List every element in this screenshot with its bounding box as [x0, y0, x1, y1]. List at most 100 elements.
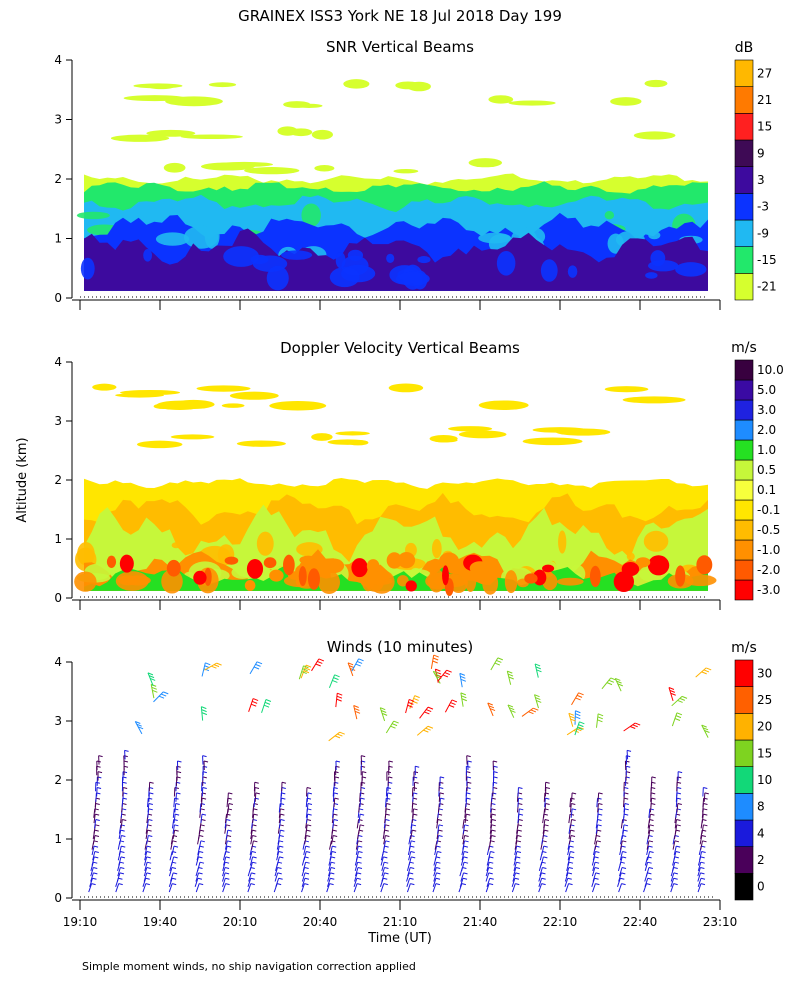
- wind-barb-flag: [545, 787, 550, 790]
- wind-barb-flag: [679, 697, 686, 701]
- wind-barb-flag: [317, 661, 323, 664]
- wind-barb: [534, 663, 539, 678]
- wind-barb-flag: [391, 723, 398, 727]
- wind-barb: [91, 846, 95, 856]
- velocity-blob: [323, 558, 345, 574]
- wind-barb-flag: [200, 808, 205, 811]
- wind-barb: [697, 883, 702, 893]
- echo-patch: [311, 433, 333, 441]
- wind-barb: [94, 819, 97, 829]
- echo-patch: [335, 431, 370, 436]
- wind-barb: [412, 792, 414, 802]
- wind-barb-flag: [438, 808, 444, 811]
- wind-barb-flag: [95, 803, 100, 805]
- wind-barb-flag: [436, 861, 441, 864]
- wind-barb: [515, 835, 518, 845]
- wind-barb-flag: [383, 856, 388, 859]
- wind-barb: [347, 662, 354, 677]
- wind-barb: [380, 883, 385, 893]
- wind-barb: [353, 705, 358, 720]
- wind-barb-flag: [279, 856, 284, 859]
- wind-barb-flag: [385, 840, 390, 843]
- wind-barb: [517, 808, 520, 818]
- wind-barb: [195, 856, 199, 866]
- wind-barb-flag: [626, 765, 631, 768]
- wind-barb: [358, 803, 361, 813]
- wind-barb-flag: [595, 883, 600, 886]
- echo-patch: [478, 400, 529, 411]
- wind-barb-flag: [171, 867, 177, 870]
- echo-patch: [200, 162, 255, 171]
- wind-barb: [436, 835, 440, 845]
- colorbar-swatch: [734, 686, 754, 714]
- wind-barb-flag: [177, 760, 182, 763]
- wind-barb-flag: [624, 808, 629, 811]
- wind-barb: [517, 798, 520, 808]
- wind-barb-flag: [596, 834, 601, 837]
- wind-barb-flag: [674, 718, 681, 721]
- wind-barb-flag: [597, 713, 604, 717]
- wind-barb: [490, 657, 499, 671]
- wind-barb: [434, 851, 438, 861]
- wind-barb-flag: [216, 662, 222, 666]
- wind-barb: [170, 856, 175, 866]
- echo-patch: [170, 434, 215, 440]
- velocity-blob: [366, 559, 380, 574]
- wind-barb-flag: [201, 709, 207, 713]
- echo-patch: [644, 79, 668, 88]
- wind-barb: [171, 846, 175, 856]
- wind-barb-flag: [543, 834, 548, 837]
- wind-barb: [565, 883, 570, 893]
- wind-barb-flag: [95, 824, 100, 827]
- wind-barb-flag: [575, 716, 581, 720]
- colorbar-label: -1.0: [757, 543, 780, 557]
- wind-barb: [89, 878, 93, 887]
- wind-barb: [541, 846, 545, 856]
- wind-barb: [645, 867, 650, 877]
- wind-barb: [144, 851, 148, 861]
- wind-barb-flag: [446, 669, 452, 673]
- wind-barb-flag: [94, 851, 99, 853]
- wind-barb-flag: [334, 674, 340, 678]
- wind-barb-flag: [649, 824, 654, 827]
- wind-barb-flag: [119, 872, 125, 875]
- colorbar-label: -0.5: [757, 523, 780, 537]
- wind-barb-flag: [358, 840, 363, 843]
- echo-patch: [133, 83, 183, 89]
- wind-barb-flag: [703, 813, 708, 816]
- wind-barb: [146, 835, 149, 845]
- velocity-blob: [298, 566, 307, 587]
- wind-barb-flag: [409, 877, 414, 880]
- wind-barb-flag: [491, 818, 496, 821]
- wind-barb-flag: [673, 867, 678, 870]
- wind-barb-flag: [426, 709, 432, 713]
- wind-barb: [381, 872, 385, 882]
- wind-barb: [544, 803, 547, 813]
- colorbar-swatch: [734, 766, 754, 794]
- wind-barb-flag: [281, 797, 286, 800]
- wind-barb-flag: [356, 877, 361, 880]
- wind-barb-flag: [408, 701, 414, 705]
- echo-patch: [488, 95, 514, 104]
- wind-barb: [305, 824, 308, 834]
- wind-barb-flag: [491, 834, 496, 837]
- wind-barb-flag: [463, 818, 469, 821]
- wind-barb: [668, 687, 674, 702]
- wind-barb: [405, 699, 410, 714]
- wind-barb: [646, 851, 651, 861]
- wind-barb-flag: [306, 834, 311, 837]
- colorbar-label: 0.1: [757, 483, 776, 497]
- wind-barb-flag: [440, 776, 445, 779]
- wind-barb: [383, 835, 386, 845]
- wind-barb: [458, 883, 463, 893]
- velocity-blob: [405, 580, 417, 592]
- cell-blob: [143, 249, 153, 262]
- wind-barb: [543, 819, 546, 829]
- wind-barb-flag: [569, 715, 575, 719]
- wind-barb: [697, 867, 701, 877]
- wind-barb: [439, 798, 441, 808]
- echo-patch: [388, 383, 424, 393]
- y-tick-label: 1: [54, 532, 62, 546]
- velocity-blob: [589, 565, 601, 588]
